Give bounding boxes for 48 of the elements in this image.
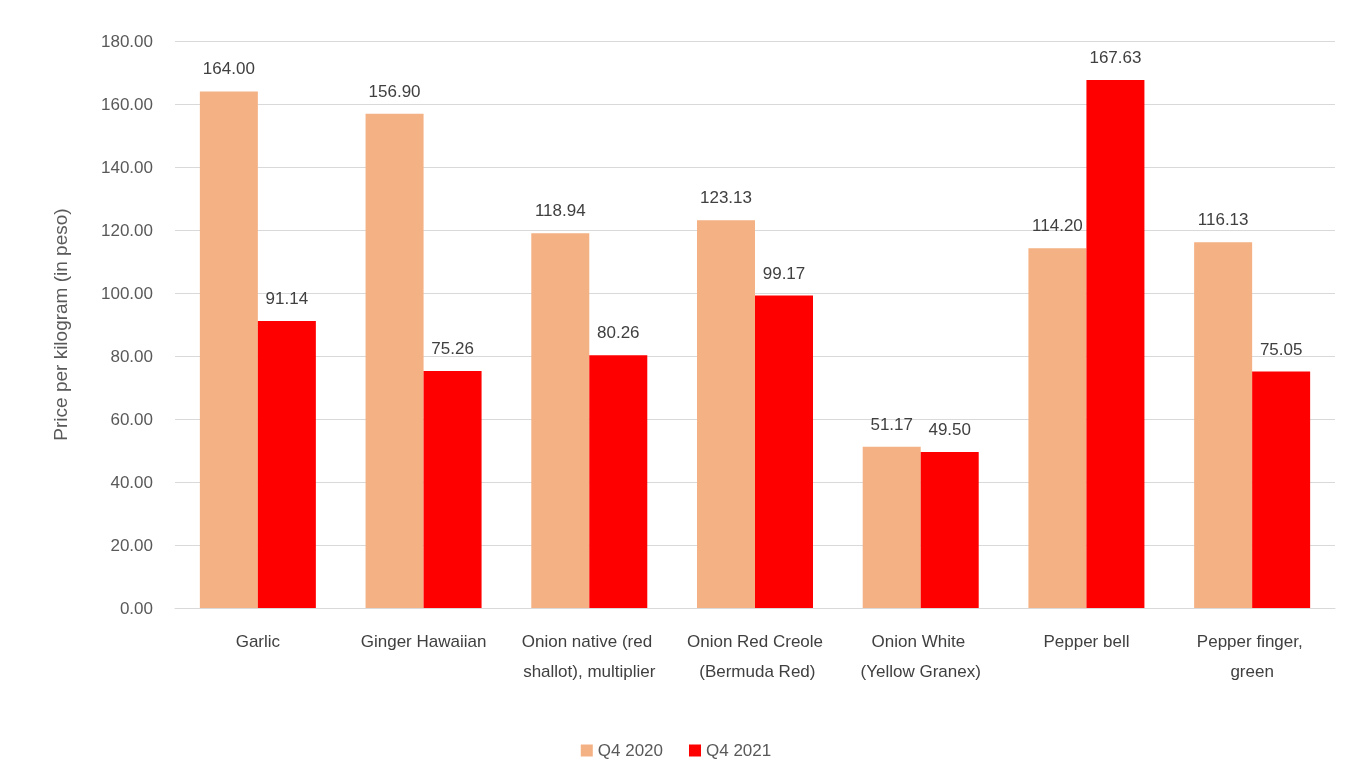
x-tick-label: Ginger Hawaiian [360, 631, 487, 651]
data-label: 75.05 [1259, 339, 1303, 359]
data-label: 49.50 [928, 420, 971, 440]
data-label: 75.26 [431, 338, 474, 358]
data-label: 118.94 [534, 201, 586, 221]
y-tick-label: 140.00 [101, 157, 153, 177]
bar [920, 452, 979, 608]
bar [697, 220, 755, 608]
bar [257, 320, 316, 608]
data-label: 123.13 [700, 188, 752, 208]
y-tick-label: 0.00 [119, 598, 153, 618]
data-label: 114.20 [1032, 216, 1083, 236]
y-axis-title: Price per kilogram (in peso) [50, 208, 71, 441]
y-tick-label: 40.00 [110, 472, 153, 492]
y-tick-label: 100.00 [101, 283, 153, 303]
data-label: 80.26 [597, 323, 640, 343]
x-tick-label: Onion White (Yellow Granex) [860, 631, 981, 681]
x-tick-label: Pepper bell [1043, 631, 1130, 651]
y-tick-label: 20.00 [110, 535, 153, 555]
legend-label: Q4 2021 [706, 741, 772, 760]
bar [1028, 248, 1087, 608]
bar [1086, 79, 1145, 608]
data-label: 156.90 [368, 81, 421, 101]
bar [423, 370, 482, 608]
data-label: 164.00 [202, 59, 255, 79]
y-tick-label: 180.00 [101, 31, 153, 51]
bar [531, 233, 590, 608]
x-tick-label: Onion native (red shallot), multiplier [521, 631, 657, 681]
data-label: 167.63 [1089, 47, 1142, 67]
x-tick-label: Garlic [235, 631, 281, 651]
bar [1194, 242, 1253, 608]
y-tick-label: 80.00 [110, 346, 153, 366]
bar [199, 91, 258, 608]
data-label: 91.14 [265, 288, 309, 308]
bar [755, 295, 813, 608]
y-tick-label: 60.00 [110, 409, 153, 429]
x-tick-label: Pepper finger, green [1196, 631, 1308, 681]
data-label: 99.17 [762, 263, 806, 283]
legend-label: Q4 2020 [597, 741, 664, 760]
y-tick-label: 160.00 [101, 94, 153, 114]
data-label: 116.13 [1197, 210, 1249, 230]
y-tick-label: 120.00 [101, 220, 153, 240]
bar [862, 446, 921, 608]
bar [1252, 371, 1311, 608]
bar [365, 113, 424, 608]
x-tick-label: Onion Red Creole (Bermuda Red) [686, 631, 824, 681]
bar [589, 355, 648, 608]
data-label: 51.17 [870, 414, 913, 434]
